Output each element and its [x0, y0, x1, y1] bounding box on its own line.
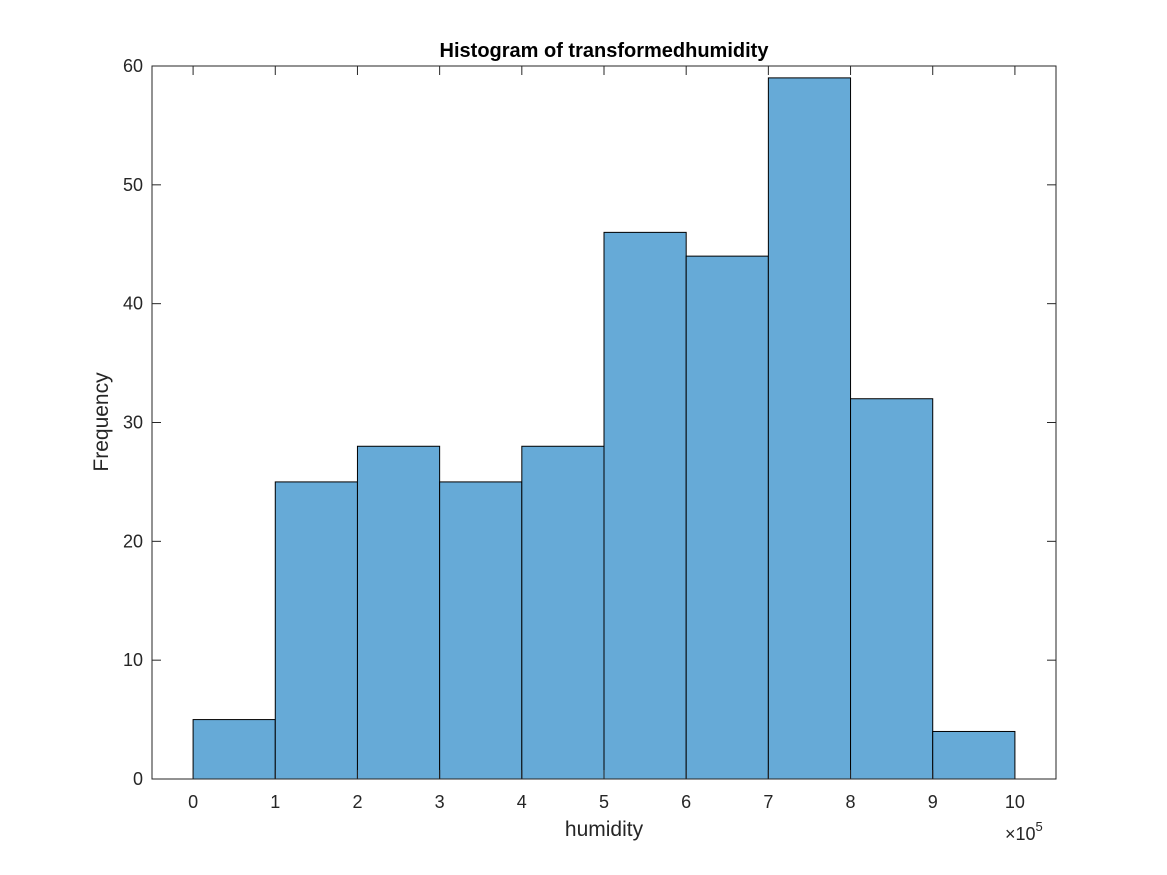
y-tick-label: 30 [123, 413, 143, 433]
histogram-bar [850, 398, 934, 780]
x-tick-label: 5 [599, 792, 609, 812]
x-tick-label: 2 [352, 792, 362, 812]
histogram-bar [192, 719, 276, 780]
histogram-bar [685, 255, 769, 780]
x-tick-label: 7 [763, 792, 773, 812]
y-tick-label: 10 [123, 650, 143, 670]
x-tick-label: 6 [681, 792, 691, 812]
y-tick-label: 0 [133, 769, 143, 789]
bars-group [192, 77, 1016, 780]
x-axis-exponent-base: ×10 [1005, 824, 1036, 844]
histogram-bar [603, 231, 687, 780]
histogram-bar [521, 445, 605, 780]
y-axis-label: Frequency [90, 372, 113, 472]
x-tick-label: 0 [188, 792, 198, 812]
x-axis-label: humidity [565, 818, 644, 841]
y-tick-label: 40 [123, 294, 143, 314]
histogram-bar [767, 77, 852, 780]
chart-title: Histogram of transformedhumidity [440, 40, 770, 62]
histogram-bar [274, 481, 358, 780]
x-tick-label: 4 [517, 792, 527, 812]
y-tick-label: 20 [123, 531, 143, 551]
x-tick-label: 9 [928, 792, 938, 812]
x-axis-exponent: ×105 [1005, 819, 1043, 844]
histogram-bar [439, 481, 523, 780]
x-tick-label: 1 [270, 792, 280, 812]
x-tick-label: 8 [846, 792, 856, 812]
x-tick-label: 10 [1005, 792, 1025, 812]
histogram-bar [932, 730, 1016, 780]
tick-labels-group: 0 1 2 3 4 5 6 7 8 9 10 0 10 20 30 40 50 60 [123, 56, 1025, 812]
x-tick-label: 3 [435, 792, 445, 812]
y-tick-label: 50 [123, 175, 143, 195]
x-axis-exponent-power: 5 [1036, 819, 1043, 834]
histogram-bar [356, 445, 441, 780]
y-tick-label: 60 [123, 56, 143, 76]
axes-box [151, 65, 1057, 780]
